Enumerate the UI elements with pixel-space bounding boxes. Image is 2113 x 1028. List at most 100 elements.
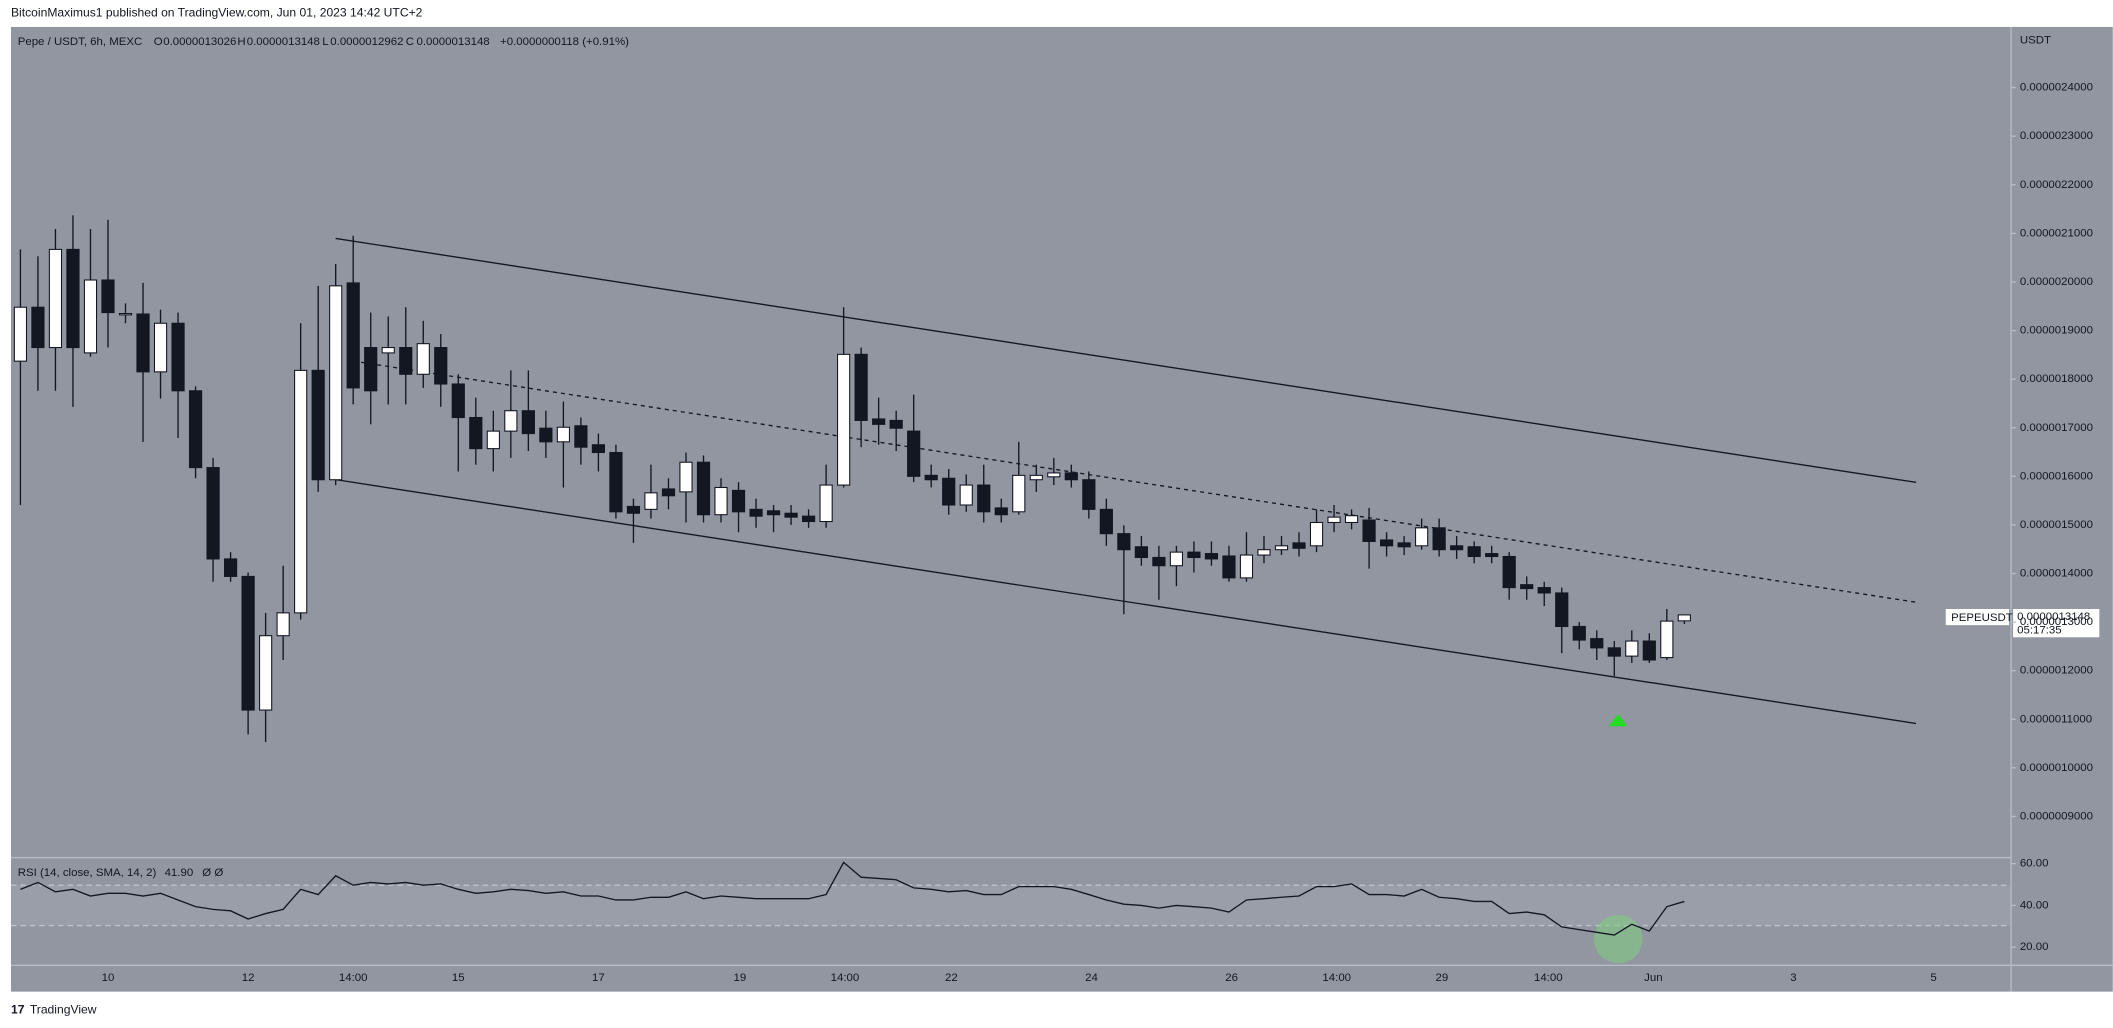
rsi-title: RSI (14, close, SMA, 14, 2) (18, 867, 157, 879)
candle-body (136, 313, 150, 373)
y-tick-label: 0.0000016000 (2020, 470, 2093, 482)
candle-body (329, 285, 343, 481)
candle-body (241, 575, 255, 711)
ohlc-value: 0.0000013026 (163, 36, 236, 48)
candle-body (1187, 551, 1201, 559)
candle-body (101, 279, 115, 314)
y-tick-label: 0.0000019000 (2020, 325, 2093, 337)
candle-body (1467, 546, 1481, 558)
candle-body (1344, 515, 1359, 524)
symbol-tag-bg (1945, 608, 2010, 626)
candle-body (1012, 474, 1026, 513)
rsi-y-tick-label: 40.00 (2020, 899, 2049, 911)
candle-body (521, 410, 535, 435)
ohlc-letter: L (322, 36, 328, 48)
chart-bg (10, 26, 2113, 992)
change: +0.0000000118 (+0.91%) (500, 36, 629, 48)
candle-body (1257, 549, 1271, 556)
candle-body (451, 383, 465, 419)
candle-body (399, 347, 413, 375)
candle-body (574, 425, 588, 448)
candle-body (381, 347, 395, 354)
candle-body (346, 282, 360, 389)
candle-body (206, 467, 220, 560)
candle-body (1064, 472, 1078, 481)
price-tag-bg (2013, 608, 2100, 638)
y-tick-label: 0.0000014000 (2020, 568, 2093, 580)
candle-body (942, 477, 956, 506)
green-highlight (1594, 914, 1643, 964)
x-tick-label: Jun (1644, 972, 1662, 984)
candle-body (766, 510, 781, 516)
candle-body (153, 322, 168, 373)
candle-body (1485, 553, 1499, 558)
ohlc-letter: O (154, 36, 163, 48)
x-tick-label: 3 (1790, 972, 1796, 984)
y-tick-label: 0.0000012000 (2020, 665, 2093, 677)
candle-body (837, 353, 851, 486)
candle-body (924, 474, 938, 481)
x-tick-label: 22 (945, 972, 958, 984)
x-tick-label: 17 (592, 972, 605, 984)
candle-body (731, 489, 746, 513)
y-tick-label: 0.0000023000 (2020, 130, 2093, 142)
candle-body (626, 505, 641, 514)
ohlc-value: 0.0000012962 (330, 36, 403, 48)
plot: 0.0000024000 0.0000023000 0.0000022000 0.00… (13, 82, 2093, 984)
candle-body (1029, 474, 1043, 481)
y-tick-label: 0.0000009000 (2020, 810, 2093, 822)
candle-body (1432, 527, 1446, 551)
x-tick-label: 12 (242, 972, 255, 984)
candle-body (48, 248, 63, 349)
candle-body (1292, 542, 1306, 549)
channel-upper (335, 237, 1917, 484)
footer-logo: 17 (11, 1003, 25, 1017)
y-tick-label: 0.0000010000 (2020, 762, 2093, 774)
x-tick-label: 29 (1435, 972, 1448, 984)
candle-body (294, 369, 308, 614)
candle-body (1222, 555, 1236, 579)
candle-body (1239, 554, 1254, 579)
candle-body (609, 451, 623, 513)
ohlc-value: 0.0000013148 (417, 36, 490, 48)
ohlc-letter: H (237, 36, 245, 48)
y-tick-label: 0.0000018000 (2020, 373, 2093, 385)
candle-body (1572, 625, 1586, 641)
candle-body (1099, 508, 1113, 535)
candle-body (889, 419, 903, 429)
candle-body (959, 484, 973, 506)
publisher: BitcoinMaximus1 published on TradingView… (11, 6, 423, 20)
countdown: 05:17:35 (2017, 625, 2062, 637)
candle-body (1362, 519, 1376, 542)
legend: Pepe / USDT, 6h, MEXC O 0.0000013026 H 0… (18, 36, 629, 879)
candle-body (1309, 521, 1324, 547)
candle-body (1607, 647, 1621, 657)
candle-body (784, 512, 798, 518)
candle-body (1677, 614, 1691, 622)
candle-body (1327, 516, 1341, 524)
symbol-tag: PEPEUSDT (1951, 612, 2013, 624)
candle-body (1274, 545, 1289, 551)
candle-body (1660, 620, 1674, 659)
candle-body (276, 612, 290, 637)
candle-body (1415, 527, 1429, 547)
candle-body (644, 492, 658, 510)
candle-body (1379, 539, 1394, 547)
candle-body (504, 410, 518, 432)
candle-body (1520, 584, 1534, 590)
candle-body (1450, 545, 1464, 551)
candle-body (188, 390, 203, 469)
candle-body (977, 484, 991, 513)
candle-body (416, 343, 430, 375)
candle-body (1590, 638, 1604, 649)
x-tick-label: 14:00 (339, 972, 368, 984)
candle-body (13, 306, 28, 362)
candle-body (1047, 472, 1061, 478)
ohlc-value: 0.0000013148 (247, 36, 320, 48)
candle-body (539, 427, 553, 443)
x-tick-label: 14:00 (831, 972, 860, 984)
candle-body (1082, 479, 1096, 510)
rsi-value: 41.90 (165, 867, 194, 879)
